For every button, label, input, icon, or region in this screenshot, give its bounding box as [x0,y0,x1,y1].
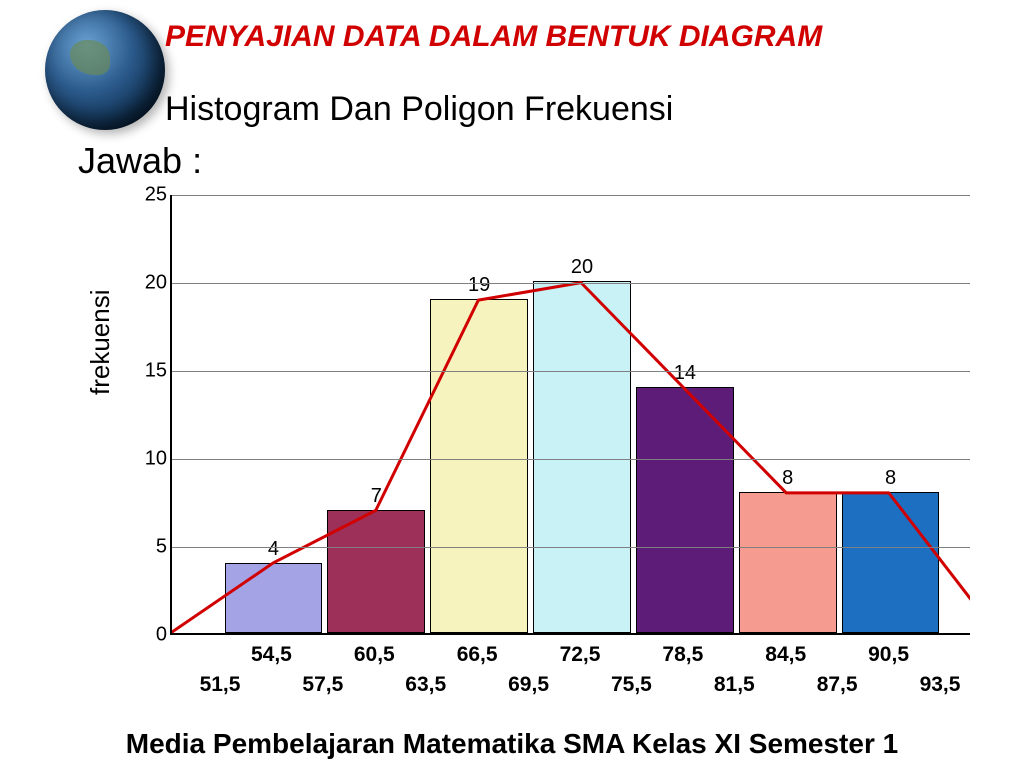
y-tick-label: 10 [132,448,167,471]
y-tick-label: 25 [132,184,167,207]
histogram-bar: 4 [225,563,323,633]
bar-value-label: 19 [431,274,527,297]
bar-value-label: 8 [843,467,939,490]
histogram-chart: frekuensi 4719201488 0510152025 54,560,5… [95,195,975,705]
histogram-bar: 8 [739,492,837,633]
answer-label: Jawab : [78,140,202,182]
y-axis-label: frekuensi [85,290,116,396]
x-boundary-label: 75,5 [611,673,652,697]
histogram-bar: 7 [327,510,425,633]
gridline [172,371,970,372]
x-center-label: 84,5 [765,643,806,667]
y-tick-label: 15 [132,360,167,383]
x-boundary-label: 93,5 [920,673,961,697]
x-boundary-label: 69,5 [508,673,549,697]
x-center-label: 78,5 [662,643,703,667]
x-center-label: 54,5 [251,643,292,667]
bar-value-label: 7 [328,485,424,508]
gridline [172,283,970,284]
page-title: PENYAJIAN DATA DALAM BENTUK DIAGRAM [165,20,822,54]
bar-value-label: 4 [226,538,322,561]
x-boundary-label: 81,5 [714,673,755,697]
y-tick-label: 5 [132,536,167,559]
x-boundary-label: 57,5 [302,673,343,697]
x-boundary-label: 63,5 [405,673,446,697]
y-tick-label: 0 [132,624,167,647]
gridline [172,547,970,548]
bar-value-label: 20 [534,256,630,279]
histogram-bar: 14 [636,387,734,633]
y-tick-label: 20 [132,272,167,295]
globe-decoration [45,10,165,130]
bar-value-label: 8 [740,467,836,490]
x-center-label: 90,5 [868,643,909,667]
footer-text: Media Pembelajaran Matematika SMA Kelas … [0,728,1024,760]
x-boundary-label: 51,5 [200,673,241,697]
plot-area: 4719201488 0510152025 [170,195,970,635]
subtitle: Histogram Dan Poligon Frekuensi [165,90,673,129]
bar-value-label: 14 [637,362,733,385]
x-center-label: 60,5 [354,643,395,667]
gridline [172,459,970,460]
x-boundary-label: 87,5 [817,673,858,697]
x-center-label: 72,5 [560,643,601,667]
histogram-bar: 19 [430,299,528,633]
histogram-bar: 8 [842,492,940,633]
x-center-label: 66,5 [457,643,498,667]
gridline [172,195,970,196]
histogram-bar: 20 [533,281,631,633]
